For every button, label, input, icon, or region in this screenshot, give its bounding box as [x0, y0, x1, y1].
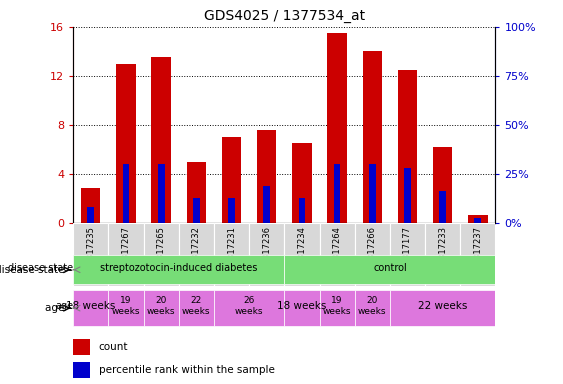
Bar [193, 198, 200, 223]
FancyBboxPatch shape [355, 223, 390, 286]
Text: 20
weeks: 20 weeks [147, 296, 176, 316]
Text: count: count [99, 342, 128, 352]
Bar [257, 130, 276, 223]
Bar [187, 162, 206, 223]
FancyBboxPatch shape [73, 290, 108, 326]
FancyBboxPatch shape [284, 255, 495, 285]
FancyBboxPatch shape [73, 255, 284, 285]
Text: 26
weeks: 26 weeks [235, 296, 263, 316]
Text: percentile rank within the sample: percentile rank within the sample [99, 365, 274, 375]
Text: disease state: disease state [0, 265, 68, 275]
FancyBboxPatch shape [108, 290, 144, 326]
Text: 22 weeks: 22 weeks [418, 301, 467, 311]
FancyBboxPatch shape [284, 290, 320, 326]
Text: 20
weeks: 20 weeks [358, 296, 387, 316]
Bar [328, 33, 347, 223]
FancyBboxPatch shape [179, 290, 214, 326]
Text: GSM317267: GSM317267 [122, 226, 131, 277]
FancyBboxPatch shape [461, 223, 495, 286]
Text: disease state: disease state [8, 263, 73, 273]
Text: GSM317232: GSM317232 [192, 226, 201, 277]
Bar [73, 362, 90, 378]
FancyBboxPatch shape [320, 290, 355, 326]
Bar [222, 137, 241, 223]
Text: age: age [55, 301, 73, 311]
FancyBboxPatch shape [144, 290, 179, 326]
FancyBboxPatch shape [390, 290, 495, 326]
Text: 18 weeks: 18 weeks [66, 301, 115, 311]
Text: GSM317236: GSM317236 [262, 226, 271, 277]
Text: 22
weeks: 22 weeks [182, 296, 211, 316]
Text: GSM317265: GSM317265 [157, 226, 166, 277]
Text: GSM317235: GSM317235 [86, 226, 95, 277]
Text: GSM317233: GSM317233 [438, 226, 447, 277]
Bar [292, 143, 311, 223]
Bar [468, 215, 488, 223]
FancyBboxPatch shape [355, 290, 390, 326]
FancyBboxPatch shape [214, 223, 249, 286]
Bar [158, 164, 164, 223]
Bar [73, 339, 90, 355]
FancyBboxPatch shape [320, 223, 355, 286]
Text: GSM317266: GSM317266 [368, 226, 377, 277]
Bar [151, 58, 171, 223]
FancyBboxPatch shape [73, 223, 108, 286]
Text: 19
weeks: 19 weeks [111, 296, 140, 316]
Text: GSM317234: GSM317234 [297, 226, 306, 277]
FancyBboxPatch shape [179, 223, 214, 286]
Text: 19
weeks: 19 weeks [323, 296, 351, 316]
Bar [123, 164, 129, 223]
Text: GSM317237: GSM317237 [473, 226, 482, 277]
Bar [228, 198, 235, 223]
Bar [263, 186, 270, 223]
Text: GSM317231: GSM317231 [227, 226, 236, 277]
Text: 18 weeks: 18 weeks [277, 301, 327, 311]
Bar [475, 218, 481, 223]
Text: control: control [373, 263, 406, 273]
Bar [369, 164, 376, 223]
Bar [398, 70, 417, 223]
Bar [334, 164, 341, 223]
Text: GSM317264: GSM317264 [333, 226, 342, 277]
FancyBboxPatch shape [108, 223, 144, 286]
FancyBboxPatch shape [284, 223, 320, 286]
Text: GSM317177: GSM317177 [403, 226, 412, 277]
Bar [439, 191, 446, 223]
Bar [87, 207, 94, 223]
FancyBboxPatch shape [214, 290, 284, 326]
Bar [433, 147, 452, 223]
FancyBboxPatch shape [425, 223, 461, 286]
Text: age: age [45, 303, 68, 313]
FancyBboxPatch shape [390, 223, 425, 286]
FancyBboxPatch shape [249, 223, 284, 286]
Title: GDS4025 / 1377534_at: GDS4025 / 1377534_at [204, 9, 365, 23]
Text: streptozotocin-induced diabetes: streptozotocin-induced diabetes [100, 263, 257, 273]
Bar [81, 189, 100, 223]
Bar [363, 51, 382, 223]
Bar [298, 198, 305, 223]
Bar [404, 168, 411, 223]
FancyBboxPatch shape [144, 223, 179, 286]
Bar [117, 64, 136, 223]
